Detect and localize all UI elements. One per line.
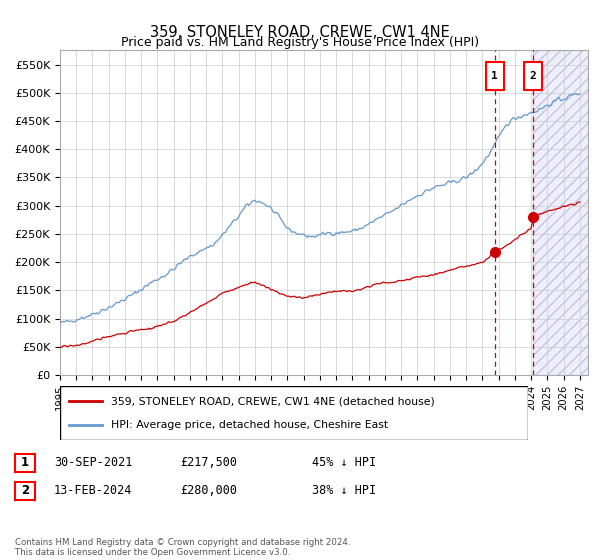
Text: 45% ↓ HPI: 45% ↓ HPI [312, 455, 376, 469]
Text: 359, STONELEY ROAD, CREWE, CW1 4NE (detached house): 359, STONELEY ROAD, CREWE, CW1 4NE (deta… [112, 396, 435, 407]
Text: £280,000: £280,000 [180, 483, 237, 497]
Bar [485, 62, 503, 90]
Text: Contains HM Land Registry data © Crown copyright and database right 2024.
This d: Contains HM Land Registry data © Crown c… [15, 538, 350, 557]
Bar [533, 50, 588, 375]
Text: 359, STONELEY ROAD, CREWE, CW1 4NE: 359, STONELEY ROAD, CREWE, CW1 4NE [150, 25, 450, 40]
Bar [533, 50, 588, 375]
Text: 1: 1 [491, 71, 498, 81]
Text: 13-FEB-2024: 13-FEB-2024 [54, 483, 133, 497]
Text: £217,500: £217,500 [180, 455, 237, 469]
Bar [524, 62, 542, 90]
Text: 30-SEP-2021: 30-SEP-2021 [54, 455, 133, 469]
Text: 38% ↓ HPI: 38% ↓ HPI [312, 483, 376, 497]
Text: 2: 2 [530, 71, 536, 81]
Text: Price paid vs. HM Land Registry's House Price Index (HPI): Price paid vs. HM Land Registry's House … [121, 36, 479, 49]
Text: 1: 1 [21, 456, 29, 469]
Text: 2: 2 [21, 484, 29, 497]
Text: HPI: Average price, detached house, Cheshire East: HPI: Average price, detached house, Ches… [112, 419, 389, 430]
